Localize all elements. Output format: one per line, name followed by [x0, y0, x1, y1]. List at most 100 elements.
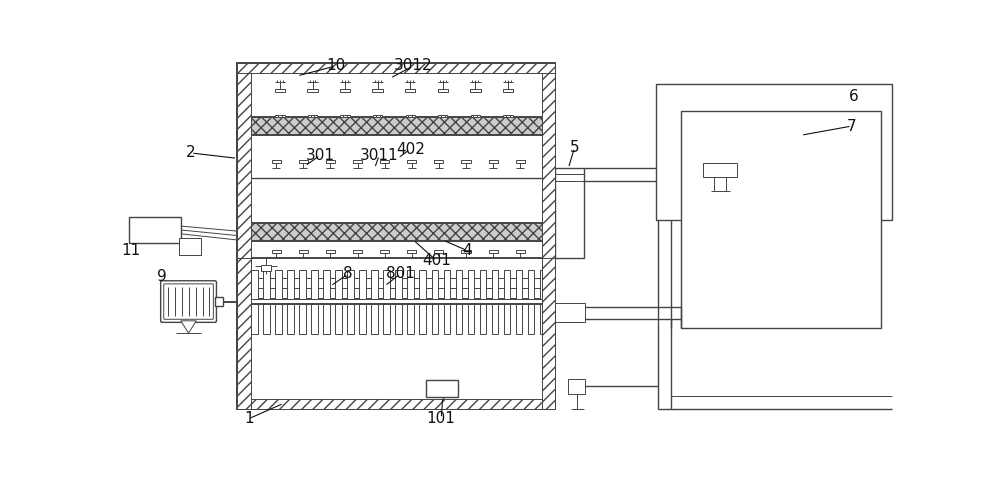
Bar — [237, 399, 555, 410]
Bar — [434, 160, 443, 163]
Bar — [489, 160, 498, 163]
Bar — [528, 270, 534, 299]
Bar — [237, 63, 555, 73]
Bar — [326, 238, 335, 241]
Bar — [461, 238, 471, 241]
Text: 11: 11 — [122, 243, 141, 258]
Bar — [488, 222, 498, 225]
Bar — [488, 131, 498, 135]
Bar — [503, 89, 513, 92]
Bar — [340, 115, 350, 119]
Bar — [311, 304, 318, 333]
Bar — [272, 160, 281, 163]
Bar — [407, 131, 416, 135]
Bar — [434, 251, 443, 253]
Text: 10: 10 — [326, 58, 345, 73]
Bar — [407, 270, 414, 299]
Bar — [353, 251, 362, 253]
Bar — [129, 217, 181, 243]
Bar — [299, 131, 308, 135]
Bar — [434, 238, 444, 241]
Bar — [380, 131, 389, 135]
Bar — [249, 278, 544, 288]
Bar — [456, 270, 462, 299]
Bar — [299, 304, 306, 333]
Text: 801: 801 — [386, 266, 415, 281]
Bar — [703, 163, 737, 177]
Bar — [372, 89, 383, 92]
Bar — [326, 131, 335, 135]
Bar — [373, 115, 382, 119]
Text: 301: 301 — [306, 148, 335, 163]
Bar — [461, 160, 471, 163]
Bar — [299, 251, 308, 253]
Bar — [405, 89, 415, 92]
Bar — [419, 270, 426, 299]
Bar — [326, 251, 335, 253]
Bar — [438, 115, 447, 119]
Bar — [271, 238, 281, 241]
Bar — [326, 222, 335, 225]
Bar — [275, 89, 285, 92]
Text: 401: 401 — [422, 253, 451, 268]
Text: 5: 5 — [570, 140, 579, 155]
Bar — [555, 303, 585, 321]
Bar — [359, 304, 366, 333]
Bar — [347, 304, 354, 333]
Bar — [407, 222, 416, 225]
Bar — [406, 115, 415, 119]
Bar — [456, 304, 462, 333]
Text: 9: 9 — [157, 269, 167, 284]
Bar — [308, 115, 317, 119]
Bar — [468, 270, 474, 299]
Bar — [275, 304, 282, 333]
Bar — [326, 160, 335, 163]
Bar — [353, 238, 362, 241]
Bar — [656, 84, 892, 220]
Bar — [340, 89, 350, 92]
Bar — [568, 378, 585, 394]
Bar — [407, 251, 416, 253]
Bar — [492, 270, 498, 299]
Text: 6: 6 — [849, 89, 858, 104]
Bar — [287, 304, 294, 333]
Bar — [299, 222, 308, 225]
Bar — [489, 251, 498, 253]
Bar — [528, 304, 534, 333]
Bar — [380, 251, 389, 253]
Bar — [516, 238, 525, 241]
Bar — [275, 270, 282, 299]
Bar — [353, 160, 362, 163]
Bar — [555, 168, 584, 259]
Bar — [540, 270, 546, 299]
Bar — [468, 304, 474, 333]
Bar — [271, 222, 281, 225]
FancyBboxPatch shape — [161, 281, 216, 322]
Bar — [444, 304, 450, 333]
Bar — [503, 115, 512, 119]
Bar — [434, 131, 444, 135]
Bar — [359, 270, 366, 299]
Bar — [299, 238, 308, 241]
Bar — [251, 304, 258, 333]
Bar — [323, 270, 330, 299]
Text: 4: 4 — [463, 243, 472, 258]
Bar — [380, 160, 389, 163]
Bar — [299, 160, 308, 163]
Bar — [335, 304, 342, 333]
Bar — [335, 270, 342, 299]
Bar — [470, 89, 481, 92]
Bar — [299, 270, 306, 299]
Bar — [488, 238, 498, 241]
Bar — [237, 63, 555, 278]
Bar — [237, 259, 251, 410]
Bar — [261, 265, 271, 271]
Polygon shape — [181, 321, 196, 333]
Bar — [395, 270, 402, 299]
Bar — [287, 270, 294, 299]
Bar — [516, 160, 525, 163]
Bar — [311, 270, 318, 299]
Bar — [407, 160, 416, 163]
Text: 101: 101 — [427, 411, 456, 426]
Text: 1: 1 — [244, 411, 254, 426]
